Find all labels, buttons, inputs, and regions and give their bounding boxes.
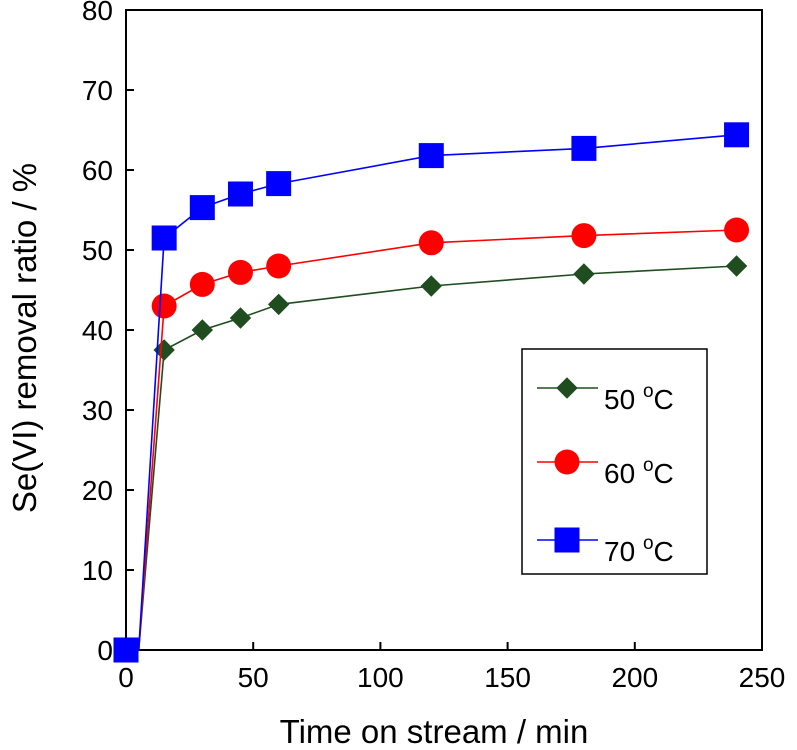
y-tick-label: 70 (82, 75, 113, 106)
data-point (189, 271, 215, 297)
y-tick-label: 60 (82, 155, 113, 186)
series-layer (113, 122, 750, 663)
legend-marker (556, 377, 578, 399)
legend-unit: C (654, 536, 674, 567)
legend-unit: C (654, 458, 674, 489)
data-point (420, 275, 442, 297)
series-70 (113, 122, 750, 663)
data-point (151, 293, 177, 319)
legend-item-70: 70 oC (537, 527, 674, 567)
legend-item-60: 60 oC (537, 449, 674, 489)
data-point (571, 135, 597, 161)
legend-item-50: 50 oC (537, 377, 674, 415)
data-point (227, 181, 253, 207)
y-tick-label: 0 (97, 635, 113, 666)
data-point (151, 225, 177, 251)
x-tick-label: 50 (238, 662, 269, 693)
x-axis-title: Time on stream / min (280, 713, 589, 750)
data-point (418, 230, 444, 256)
legend-value: 70 (604, 536, 643, 567)
x-tick-label: 250 (739, 662, 786, 693)
legend-label: 50 oC (604, 381, 674, 415)
y-tick-label: 20 (82, 475, 113, 506)
data-point (267, 293, 290, 316)
x-tick-label: 200 (611, 662, 658, 693)
y-tick-label: 10 (82, 555, 113, 586)
y-tick-label: 30 (82, 395, 113, 426)
legend-value: 60 (604, 458, 643, 489)
y-tick-label: 40 (82, 315, 113, 346)
data-point (571, 223, 597, 249)
legend-degree: o (643, 455, 654, 476)
data-point (266, 171, 292, 197)
data-point (724, 217, 750, 243)
legend-degree: o (643, 381, 654, 402)
data-point (189, 195, 215, 221)
data-point (113, 637, 139, 663)
data-point (191, 319, 214, 341)
legend-marker (554, 449, 580, 475)
legend-unit: C (654, 384, 674, 415)
y-axis-title: Se(VI) removal ratio / % (6, 163, 43, 513)
data-point (724, 122, 750, 148)
legend-label: 60 oC (604, 455, 674, 489)
legend-label: 70 oC (604, 533, 674, 567)
data-point (229, 307, 252, 329)
data-point (573, 263, 595, 285)
x-tick-label: 0 (118, 662, 134, 693)
data-point (227, 259, 253, 285)
x-tick-label: 150 (484, 662, 531, 693)
legend-value: 50 (604, 384, 643, 415)
series-50 (115, 255, 748, 661)
legend-degree: o (643, 533, 654, 554)
data-point (725, 255, 748, 277)
legend-marker (554, 527, 580, 553)
data-point (266, 253, 292, 279)
axes: 0 50 100 150 200 250 0 10 20 30 40 50 60 70 80 Time on … (6, 0, 785, 750)
y-tick-label: 50 (82, 235, 113, 266)
x-tick-label: 100 (357, 662, 404, 693)
y-tick-label: 80 (82, 0, 113, 26)
data-point (418, 143, 444, 169)
